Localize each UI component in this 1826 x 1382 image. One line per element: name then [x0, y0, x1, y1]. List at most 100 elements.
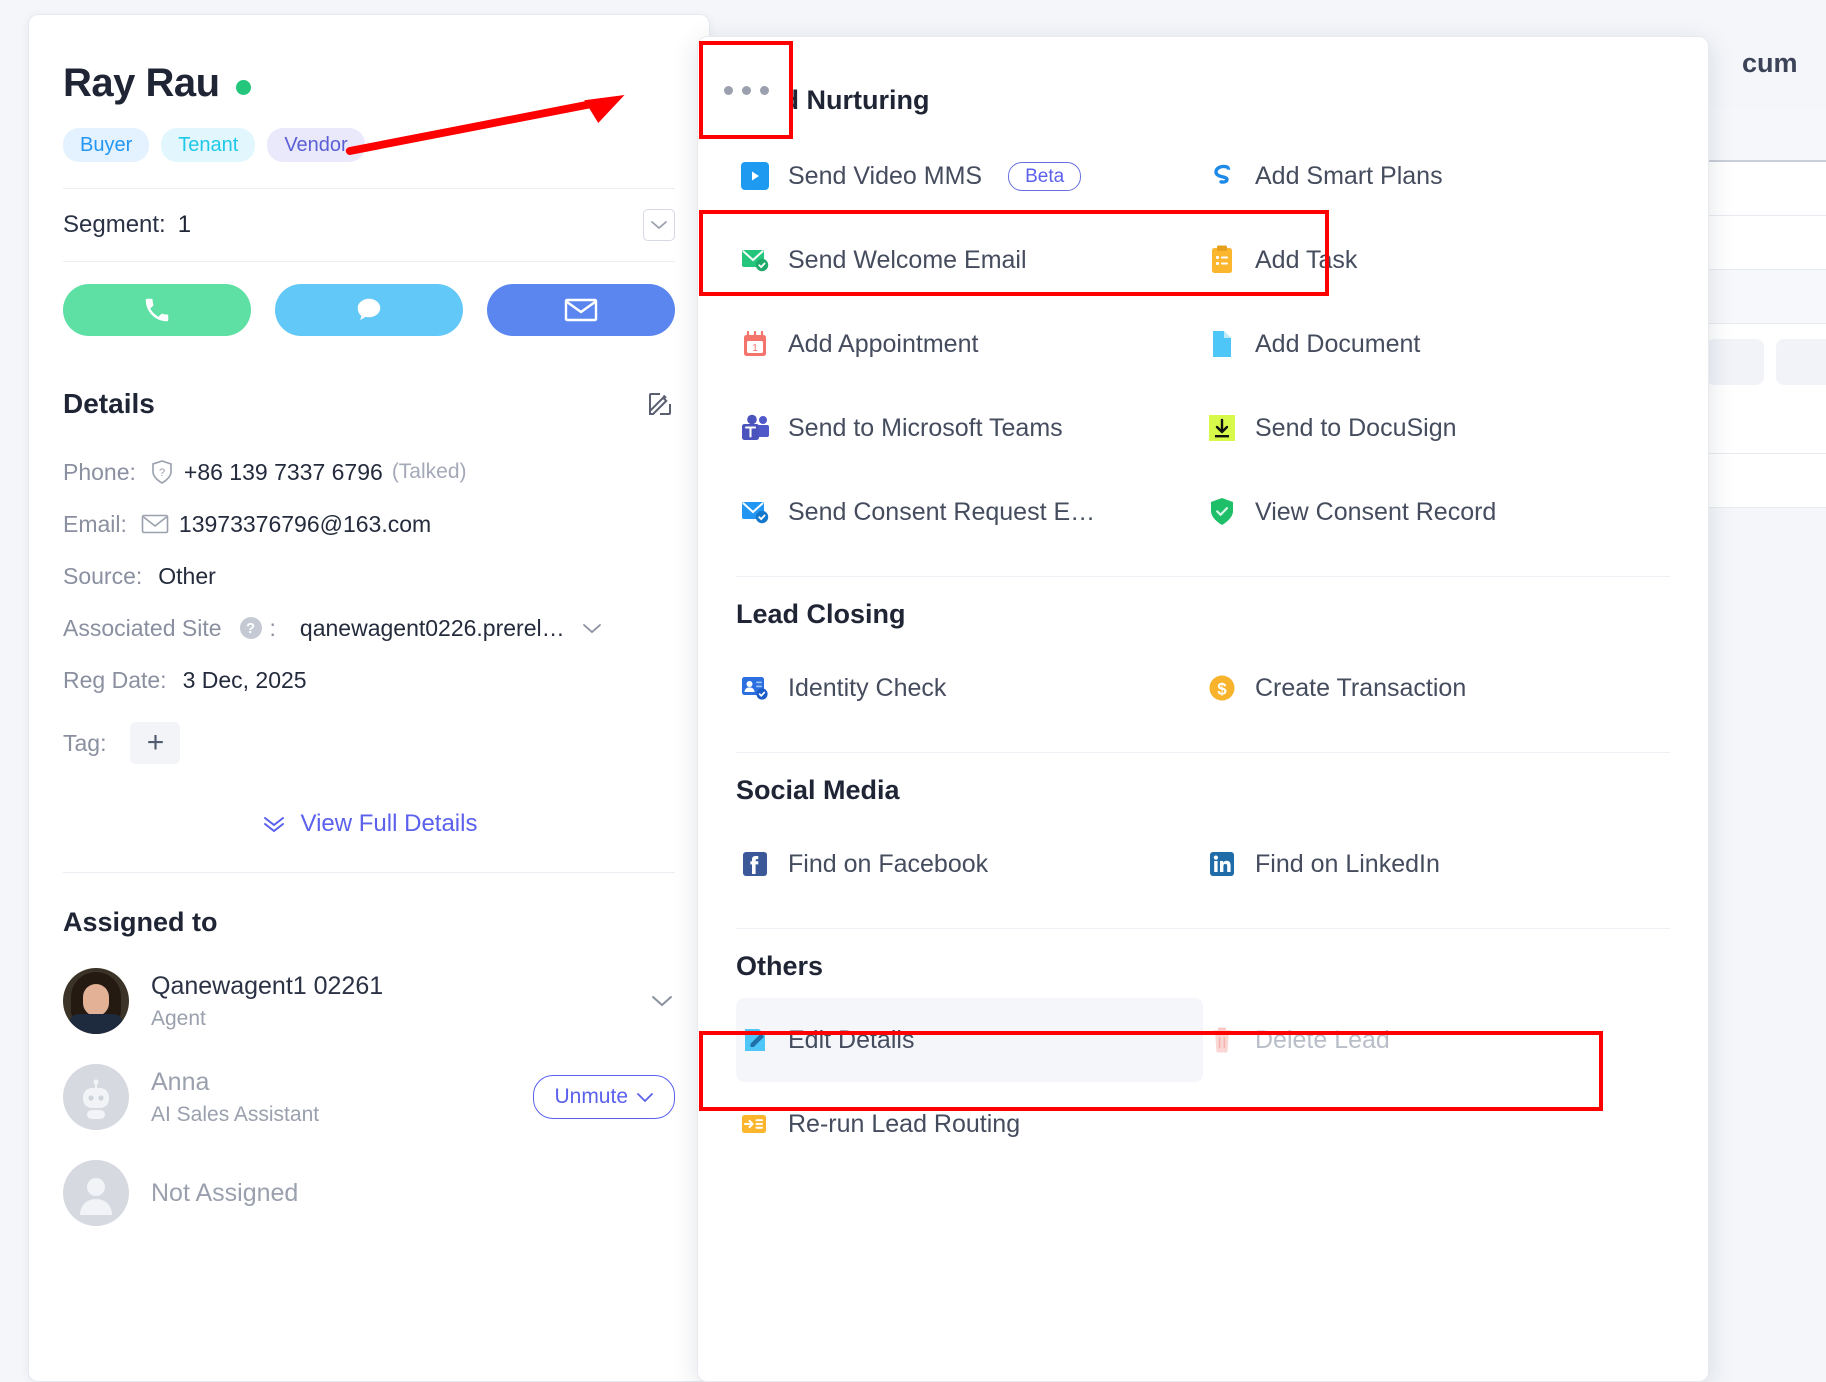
- menu-item-label: Find on Facebook: [788, 849, 989, 878]
- table-cell-chip: [1706, 339, 1764, 385]
- shield-check-icon: [1207, 497, 1237, 527]
- menu-item-label: Send to DocuSign: [1255, 413, 1457, 442]
- menu-item-label: Send Consent Request E…: [788, 497, 1096, 526]
- menu-item-send-consent-request-email[interactable]: Send Consent Request E…: [736, 470, 1203, 554]
- menu-item-label: Identity Check: [788, 673, 947, 702]
- tag-vendor[interactable]: Vendor: [267, 128, 365, 162]
- lead-detail-panel: Ray Rau Buyer Tenant Vendor Segment: 1: [28, 14, 710, 1382]
- menu-item-add-appointment[interactable]: 1 Add Appointment: [736, 302, 1203, 386]
- tag-buyer[interactable]: Buyer: [63, 128, 150, 162]
- segment-value: 1: [177, 211, 192, 238]
- section-title-lead-closing: Lead Closing: [736, 599, 906, 629]
- detail-row-reg-date: Reg Date: 3 Dec, 2025: [63, 654, 675, 706]
- segment-row: Segment: 1: [63, 189, 675, 261]
- menu-item-re-run-lead-routing[interactable]: Re-run Lead Routing: [736, 1082, 1203, 1166]
- menu-item-label: Create Transaction: [1255, 673, 1467, 702]
- menu-item-send-video-mms[interactable]: Send Video MMS Beta: [736, 134, 1203, 218]
- add-tag-button[interactable]: +: [130, 722, 181, 764]
- view-full-details-link[interactable]: View Full Details: [63, 810, 675, 838]
- tag-tenant[interactable]: Tenant: [161, 128, 256, 162]
- table-row: [1700, 324, 1826, 400]
- avatar: [63, 968, 129, 1034]
- section-lead-closing: Identity Check $ Create Transaction: [736, 646, 1670, 730]
- table-row: [1700, 400, 1826, 454]
- robot-icon: [83, 1079, 109, 1119]
- more-options-dropdown-menu: Lead Nurturing Send Video MMS Beta: [697, 36, 1709, 1382]
- divider: [63, 261, 675, 262]
- help-question-icon[interactable]: ?: [239, 617, 262, 639]
- sms-button[interactable]: [275, 284, 463, 336]
- chevron-down-icon[interactable]: [581, 621, 603, 635]
- list-item[interactable]: Qanewagent1 02261 Agent: [63, 968, 675, 1034]
- quick-action-buttons: [63, 284, 675, 336]
- menu-item-send-welcome-email[interactable]: Send Welcome Email: [736, 218, 1203, 302]
- menu-item-send-to-docusign[interactable]: Send to DocuSign: [1203, 386, 1670, 470]
- segment-expand-button[interactable]: [643, 209, 675, 241]
- docusign-icon: [1207, 413, 1237, 443]
- menu-item-label: Add Smart Plans: [1255, 161, 1443, 190]
- details-header: Details: [63, 388, 675, 420]
- assignee-name: Anna: [151, 1067, 210, 1096]
- chevron-down-icon: [637, 1092, 653, 1102]
- double-chevron-down-icon: [263, 817, 284, 833]
- unmute-label: Unmute: [554, 1085, 628, 1108]
- menu-item-send-to-microsoft-teams[interactable]: Send to Microsoft Teams: [736, 386, 1203, 470]
- video-play-icon: [740, 161, 770, 191]
- segment-label-text: Segment:: [63, 211, 166, 238]
- menu-item-view-consent-record[interactable]: View Consent Record: [1203, 470, 1670, 554]
- svg-text:?: ?: [159, 467, 165, 479]
- menu-item-label: Send to Microsoft Teams: [788, 413, 1063, 442]
- view-full-details-label: View Full Details: [300, 810, 478, 837]
- menu-item-delete-lead: Delete Lead: [1203, 998, 1670, 1082]
- avatar: [63, 1160, 129, 1226]
- edit-details-icon[interactable]: [645, 389, 675, 419]
- detail-row-source: Source: Other: [63, 550, 675, 602]
- table-cell-chip: [1776, 339, 1826, 385]
- call-button[interactable]: [63, 284, 251, 336]
- email-button[interactable]: [487, 284, 675, 336]
- divider: [63, 872, 675, 873]
- lead-name-row: Ray Rau: [63, 15, 675, 106]
- envelope-icon: [564, 298, 598, 322]
- svg-text:1: 1: [752, 343, 758, 354]
- background-documents-title: cum: [1742, 48, 1798, 78]
- segment-label: Segment: 1: [63, 211, 191, 239]
- phone-status-note: (Talked): [391, 460, 467, 483]
- phone-icon: [145, 298, 169, 322]
- beta-badge: Beta: [1008, 161, 1082, 191]
- menu-item-edit-details[interactable]: Edit Details: [736, 998, 1203, 1082]
- detail-row-email: Email: 13973376796@163.com: [63, 498, 675, 550]
- document-icon: [1207, 329, 1237, 359]
- assigned-to-heading: Assigned to: [63, 907, 218, 937]
- chevron-down-icon[interactable]: [649, 993, 675, 1009]
- details-list: Phone: ? +86 139 7337 6796 (Talked) Emai…: [63, 446, 675, 780]
- menu-item-label: Re-run Lead Routing: [788, 1109, 1021, 1138]
- menu-item-find-on-linkedin[interactable]: Find on LinkedIn: [1203, 822, 1670, 906]
- menu-item-identity-check[interactable]: Identity Check: [736, 646, 1203, 730]
- calendar-icon: 1: [740, 329, 770, 359]
- assignee-name: Qanewagent1 02261: [151, 971, 384, 1000]
- unmute-button[interactable]: Unmute: [533, 1075, 675, 1119]
- menu-item-create-transaction[interactable]: $ Create Transaction: [1203, 646, 1670, 730]
- section-others: Edit Details Delete Lead: [736, 998, 1670, 1166]
- assignee-role: AI Sales Assistant: [151, 1102, 320, 1126]
- section-title-social-media: Social Media: [736, 775, 900, 805]
- more-options-button[interactable]: [702, 44, 790, 136]
- menu-item-find-on-facebook[interactable]: Find on Facebook: [736, 822, 1203, 906]
- menu-item-add-task[interactable]: Add Task: [1203, 218, 1670, 302]
- chat-bubble-icon: [357, 298, 381, 320]
- menu-item-add-smart-plans[interactable]: Add Smart Plans: [1203, 134, 1670, 218]
- envelope-small-icon: [141, 513, 169, 535]
- list-item[interactable]: Not Assigned: [63, 1160, 675, 1226]
- chevron-down-icon: [651, 221, 667, 230]
- menu-item-label: Edit Details: [788, 1025, 915, 1054]
- menu-item-add-document[interactable]: Add Document: [1203, 302, 1670, 386]
- shield-question-icon: ?: [150, 459, 174, 485]
- divider: [736, 752, 1670, 753]
- avatar: [63, 1064, 129, 1130]
- list-item[interactable]: Anna AI Sales Assistant Unmute: [63, 1064, 675, 1130]
- phone-value: +86 139 7337 6796: [183, 458, 383, 485]
- page-title: Ray Rau: [63, 61, 220, 105]
- smart-plans-icon: [1207, 161, 1237, 191]
- menu-item-label: Add Document: [1255, 329, 1421, 358]
